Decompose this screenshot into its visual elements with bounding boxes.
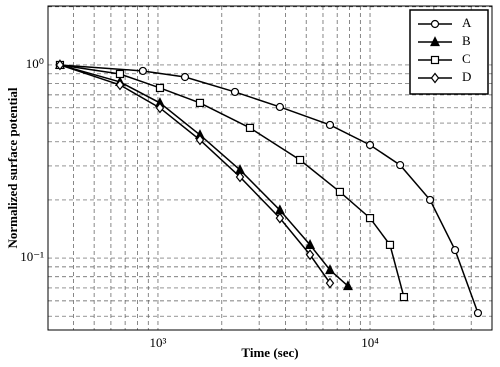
marker [305,249,315,261]
series-line [59,64,349,287]
marker [325,264,335,275]
marker [425,195,435,205]
plot-frame [47,5,493,331]
y-axis-label: Normalized surface potential [5,87,20,248]
marker [385,240,395,249]
marker [115,69,125,79]
marker [275,102,284,112]
marker [155,102,165,114]
legend-marker [430,36,440,47]
marker [396,160,405,170]
marker [155,83,165,93]
marker [138,66,147,76]
marker [180,72,190,82]
marker [399,292,409,302]
legend-marker [430,55,440,65]
x-axis-label: Time (sec) [241,345,298,360]
x-tick-label: 10³ [150,335,167,350]
marker [342,280,353,291]
legend-label: D [462,69,471,84]
x-tick-label: 10⁴ [361,335,379,350]
marker [275,212,285,224]
marker [235,171,245,183]
legend-label: C [462,51,471,66]
legend-marker [430,72,440,84]
marker [245,123,255,133]
marker [325,120,335,130]
marker [55,59,65,71]
legend-label: A [462,15,472,30]
marker [295,155,305,165]
marker [195,98,205,108]
marker [365,140,375,150]
legend-label: B [462,33,471,48]
marker [115,79,125,91]
legend-marker [430,19,440,29]
marker [195,134,205,146]
series-line [59,64,479,314]
marker [365,214,375,223]
marker [230,87,240,97]
series-line [59,64,331,284]
marker [325,277,335,289]
legend-box [409,9,489,95]
marker [450,245,460,255]
marker [305,239,316,249]
marker [335,187,345,197]
y-tick-label: 10⁰ [26,56,44,71]
series-line [59,64,405,298]
y-tick-label: 10⁻¹ [20,249,44,264]
marker [473,308,483,318]
